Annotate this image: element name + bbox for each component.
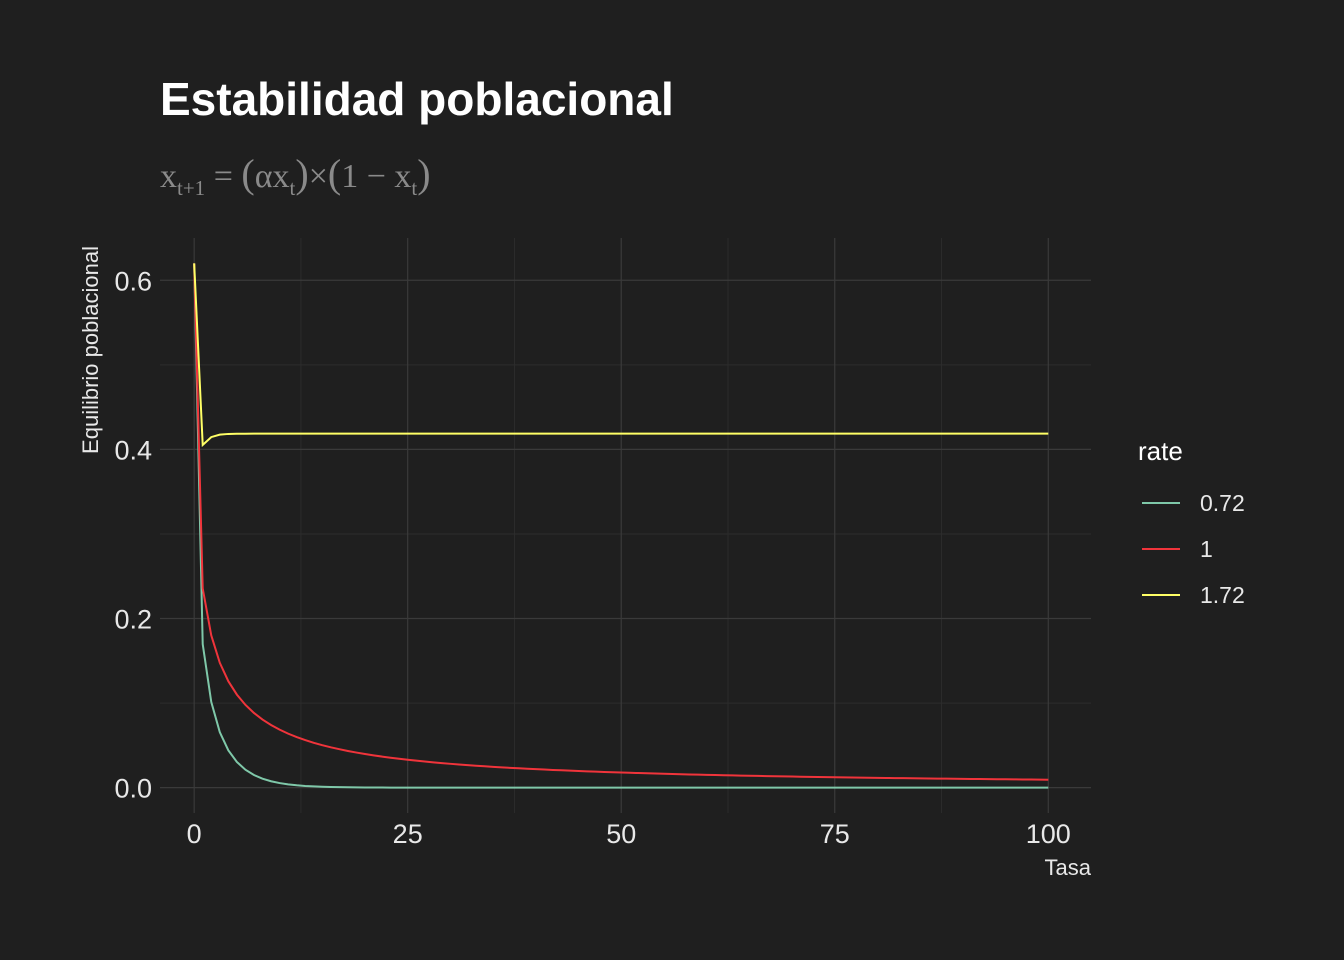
- formula-lhs: x: [160, 158, 177, 195]
- formula-paren: ): [417, 151, 431, 196]
- formula-paren: (: [327, 151, 342, 196]
- formula-x1-sub: t: [289, 176, 296, 200]
- chart-subtitle-formula: xt+1 = (αxt)×(1 − xt): [160, 150, 431, 201]
- grid-lines: [160, 238, 1091, 813]
- formula-one: 1: [341, 158, 359, 195]
- legend-item: 1: [1142, 534, 1213, 564]
- legend-key: [1142, 502, 1180, 504]
- formula-paren: (: [241, 151, 255, 196]
- legend-key: [1142, 594, 1180, 596]
- legend-key: [1142, 548, 1180, 550]
- legend-title: rate: [1138, 436, 1183, 466]
- legend-label: 1: [1200, 535, 1213, 562]
- chart-title: Estabilidad poblacional: [160, 73, 674, 125]
- formula-x1: x: [272, 158, 290, 195]
- x-tick-label: 75: [820, 819, 850, 849]
- y-tick-label: 0.6: [114, 266, 152, 296]
- tick-labels: 0 25 50 75 100 0.0 0.2 0.4 0.6: [114, 266, 1070, 849]
- x-tick-label: 0: [187, 819, 202, 849]
- legend-item: 1.72: [1142, 580, 1245, 610]
- series-lines: [193, 263, 1049, 789]
- x-tick-label: 50: [606, 819, 636, 849]
- series-line-0-72: [193, 263, 1049, 789]
- legend-label: 0.72: [1200, 489, 1245, 516]
- y-axis-label: Equilibrio poblacional: [78, 246, 103, 454]
- formula-paren: ): [295, 151, 309, 196]
- series-line-1-72: [193, 263, 1049, 448]
- formula-x2: x: [394, 158, 412, 195]
- x-tick-label: 25: [393, 819, 423, 849]
- formula-minus: −: [366, 158, 386, 195]
- y-tick-label: 0.2: [114, 605, 152, 635]
- series-line-1: [193, 263, 1049, 781]
- formula-alpha: α: [254, 158, 273, 195]
- formula-x2-sub: t: [411, 176, 418, 200]
- formula-lhs-sub: t+1: [177, 176, 206, 200]
- y-tick-label: 0.4: [114, 435, 152, 465]
- legend-item: 0.72: [1142, 488, 1245, 518]
- formula-times: ×: [308, 158, 328, 195]
- x-tick-label: 100: [1026, 819, 1071, 849]
- x-axis-label: Tasa: [1045, 855, 1092, 880]
- formula-eq: =: [213, 158, 233, 195]
- legend-label: 1.72: [1200, 581, 1245, 608]
- y-tick-label: 0.0: [114, 774, 152, 804]
